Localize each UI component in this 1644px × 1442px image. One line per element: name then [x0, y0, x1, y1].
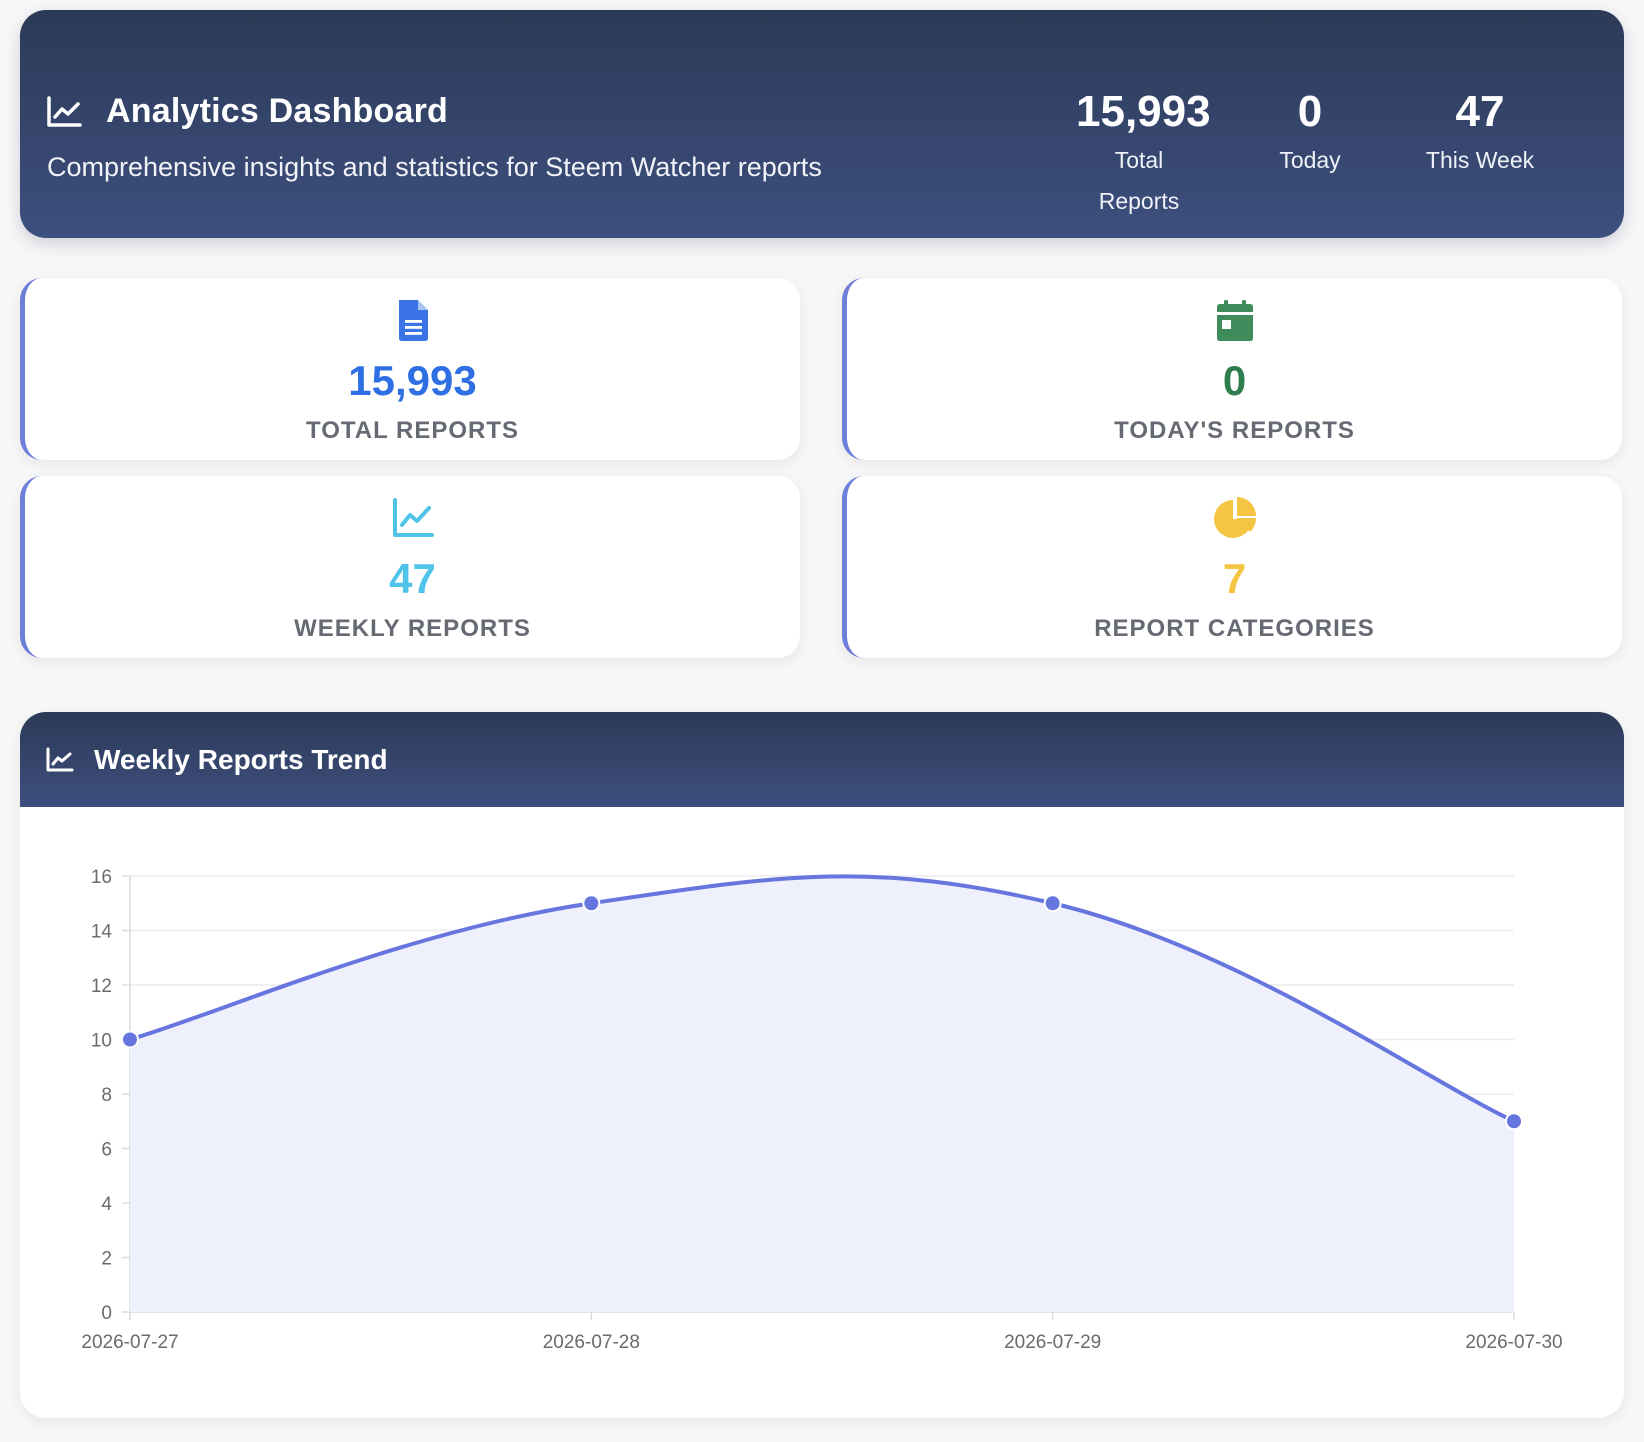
series-line [129, 874, 1515, 1124]
data-point [1043, 894, 1062, 913]
page-subtitle: Comprehensive insights and statistics fo… [47, 152, 822, 182]
y-tick-label: 16 [91, 867, 112, 888]
data-point [121, 1030, 139, 1049]
y-tick-label: 6 [101, 1140, 112, 1161]
stat-card-report-categories[interactable]: 7 REPORT CATEGORIES [842, 476, 1622, 658]
stat-card-label: REPORT CATEGORIES [1094, 615, 1375, 642]
stat-card-weekly-reports[interactable]: 47 WEEKLY REPORTS [20, 476, 800, 658]
stat-card-value: 0 [1222, 357, 1247, 404]
y-tick-label: 2 [101, 1249, 112, 1270]
weekly-trend-chart: 0 2 4 6 8 10 12 14 16 2026-07-27 2026-07-28 2026-07… [81, 867, 1562, 1353]
header-stat-value: 0 [1297, 87, 1323, 136]
header-title-row: Analytics Dashboard [46, 92, 448, 131]
header-stat-value: 47 [1455, 87, 1505, 136]
stat-card-total-reports[interactable]: 15,993 TOTAL REPORTS [20, 278, 800, 460]
y-tick-label: 4 [101, 1194, 112, 1215]
weekly-trend-header: Weekly Reports Trend [20, 712, 1624, 807]
series-area [130, 876, 1514, 1312]
page-title: Analytics Dashboard [106, 92, 449, 130]
stat-card-label: TOTAL REPORTS [305, 417, 519, 444]
stat-card-todays-reports[interactable]: 0 TODAY'S REPORTS [842, 278, 1622, 460]
y-tick-label: 8 [101, 1085, 112, 1106]
chart-line-icon [392, 498, 434, 537]
x-tick-label: 2026-07-27 [81, 1332, 178, 1353]
weekly-trend-card: Weekly Reports Trend 0 2 4 6 8 10 12 14 16 2026-0… [20, 712, 1624, 1418]
y-tick-label: 12 [91, 976, 112, 997]
y-tick-label: 10 [91, 1031, 112, 1052]
data-point [582, 894, 601, 913]
dashboard-header: Analytics Dashboard Comprehensive insigh… [20, 10, 1624, 238]
calendar-icon [1216, 300, 1253, 341]
x-tick-label: 2026-07-30 [1465, 1332, 1562, 1353]
chart-line-icon [47, 95, 82, 127]
header-stat-week: 47 This Week [1410, 86, 1550, 181]
y-tick-label: 14 [91, 922, 113, 943]
header-stat-total: 15,993 Total Reports [1076, 86, 1211, 222]
y-tick-label: 0 [101, 1303, 112, 1324]
document-icon [398, 300, 428, 341]
header-stat-label: Total Reports [1098, 147, 1180, 214]
header-stat-value: 15,993 [1076, 87, 1211, 136]
header-stat-label: Today [1279, 147, 1341, 173]
x-tick-label: 2026-07-29 [1004, 1332, 1101, 1353]
stat-card-value: 47 [389, 555, 436, 602]
stat-card-value: 15,993 [348, 357, 477, 404]
header-stat-label: This Week [1425, 147, 1535, 173]
weekly-trend-title: Weekly Reports Trend [94, 743, 388, 775]
stat-card-label: WEEKLY REPORTS [294, 615, 531, 642]
header-stat-today: 0 Today [1260, 86, 1360, 181]
stat-card-label: TODAY'S REPORTS [1114, 417, 1355, 444]
stat-card-value: 7 [1222, 555, 1247, 602]
pie-chart-icon [1213, 497, 1256, 538]
x-tick-label: 2026-07-28 [543, 1332, 640, 1353]
chart-line-icon [46, 747, 74, 771]
data-point [1505, 1112, 1523, 1131]
